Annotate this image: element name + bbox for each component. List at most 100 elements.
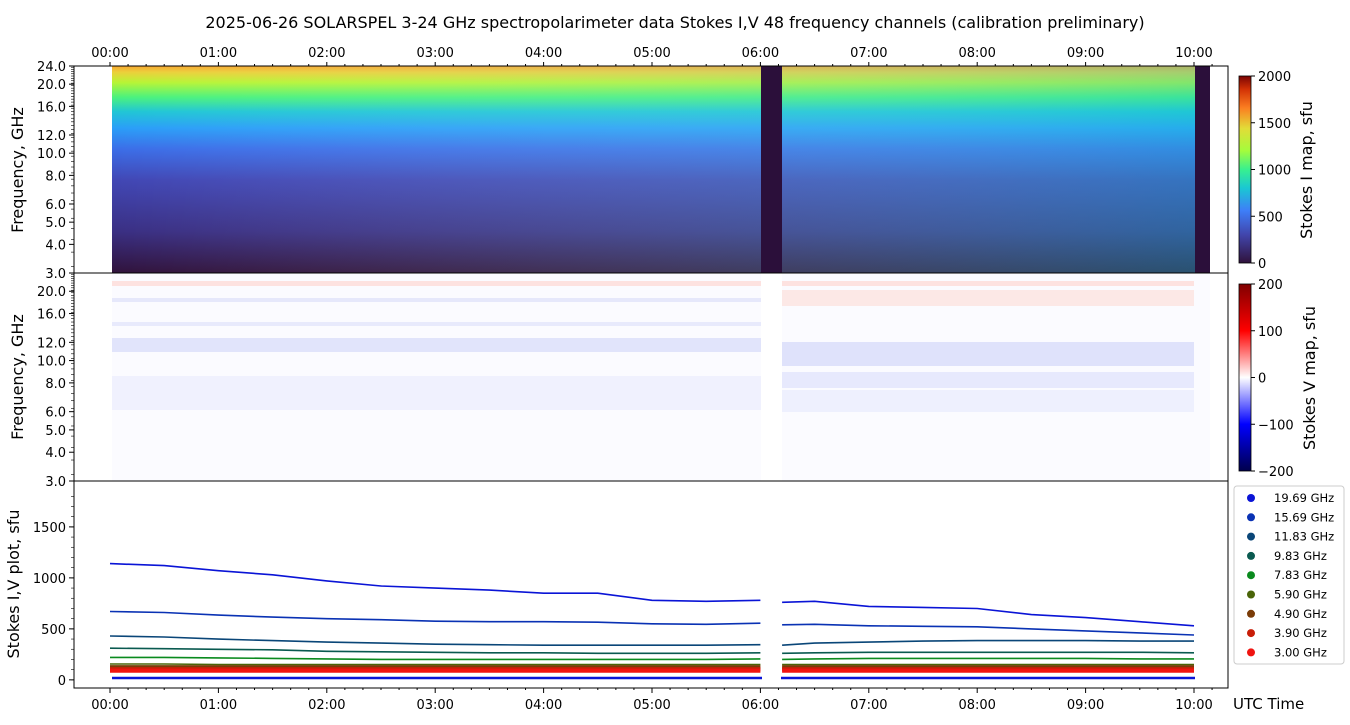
colorbar-tick-label: 1500 <box>1258 117 1291 132</box>
bottom-time-tick-label: 03:00 <box>416 698 453 713</box>
frequency-tick-label: 16.0 <box>37 308 66 323</box>
colorbar-tick-label: 100 <box>1258 325 1283 340</box>
stokes-tick-label: 1000 <box>33 572 66 587</box>
bottom-time-tick-label: 00:00 <box>91 698 128 713</box>
stokes-v-y-axis: 3.0 4.0 5.0 6.0 8.0 10.0 12.0 16.0 20.0 <box>37 273 74 490</box>
bottom-time-tick-label: 02:00 <box>308 698 345 713</box>
legend-marker <box>1247 648 1255 657</box>
frequency-tick-label: 16.0 <box>37 100 66 115</box>
bottom-time-tick-label: 07:00 <box>850 698 887 713</box>
plot-gap-0600 <box>762 600 781 680</box>
legend-marker <box>1247 551 1255 560</box>
frequency-tick-label: 10.0 <box>37 147 66 162</box>
series-line <box>109 647 761 655</box>
colorbar-tick-label: 1000 <box>1258 164 1291 179</box>
top-time-tick-label: 03:00 <box>416 46 453 61</box>
series-line <box>110 663 761 666</box>
series-line <box>782 651 1195 655</box>
top-time-tick-label: 09:00 <box>1067 46 1104 61</box>
series-line <box>782 600 1195 627</box>
stokes-i-colorbar: 0 500 1000 1500 2000 Stokes I map, sfu <box>1238 70 1316 272</box>
legend: 19.69 GHz 15.69 GHz 11.83 GHz 9.83 GHz 7.83 … <box>1233 485 1345 665</box>
frequency-tick-label: 20.0 <box>37 285 66 300</box>
stokes-plot-y-axis: 0 500 1000 1500 <box>33 495 74 689</box>
top-time-tick-label: 06:00 <box>742 46 779 61</box>
legend-marker <box>1247 571 1255 580</box>
legend-label: 5.90 GHz <box>1274 588 1327 602</box>
top-time-axis: 00:00 01:00 02:00 03:00 04:00 05:00 06:00 07:00… <box>91 46 1213 66</box>
top-time-tick-label: 10:00 <box>1175 46 1212 61</box>
frequency-tick-label: 3.0 <box>45 267 66 282</box>
frequency-tick-label: 3.0 <box>45 475 66 490</box>
series-line <box>110 656 761 661</box>
legend-marker <box>1247 494 1255 502</box>
legend-marker <box>1247 532 1255 541</box>
x-unit-label: UTC Time <box>1233 695 1304 713</box>
frequency-tick-label: 24.0 <box>37 60 66 75</box>
legend-label: 9.83 GHz <box>1274 549 1327 563</box>
stokes-plot-panel: 0 500 1000 1500 00:00 01:00 02:00 03:00 04:00 05… <box>4 480 1304 713</box>
frequency-tick-label: 6.0 <box>45 198 66 213</box>
legend-marker <box>1247 609 1255 618</box>
legend-label: 4.90 GHz <box>1274 607 1327 621</box>
bottom-time-axis: 00:00 01:00 02:00 03:00 04:00 05:00 06:00 07:00… <box>91 688 1213 713</box>
top-time-tick-label: 05:00 <box>633 46 670 61</box>
stokes-tick-label: 0 <box>58 674 66 689</box>
legend-marker <box>1247 513 1255 522</box>
series-line <box>782 657 1194 661</box>
legend-label: 7.83 GHz <box>1274 568 1327 582</box>
series-line <box>109 635 761 647</box>
top-time-tick-label: 02:00 <box>308 46 345 61</box>
stokes-i-colorbar-label: Stokes I map, sfu <box>1297 101 1316 239</box>
stokes-tick-label: 1500 <box>33 521 66 536</box>
stokes-plot-series <box>109 562 1195 673</box>
top-time-tick-label: 07:00 <box>850 46 887 61</box>
frequency-tick-label: 8.0 <box>45 377 66 392</box>
series-line <box>109 610 761 626</box>
top-time-tick-label: 04:00 <box>525 46 562 61</box>
colorbar-tick-label: 2000 <box>1258 70 1291 85</box>
stokes-plot-ylabel: Stokes I,V plot, sfu <box>4 510 23 659</box>
stokes-v-colorbar-label: Stokes V map, sfu <box>1300 306 1319 450</box>
legend-label: 11.83 GHz <box>1274 530 1334 544</box>
stokes-v-colorbar: −200 −100 0 100 200 Stokes V map, sfu <box>1238 278 1319 480</box>
frequency-tick-label: 5.0 <box>45 424 66 439</box>
bottom-time-tick-label: 10:00 <box>1175 698 1212 713</box>
frequency-tick-label: 6.0 <box>45 406 66 421</box>
data-gap-1000 <box>1195 66 1210 273</box>
colorbar-tick-label: −100 <box>1258 418 1294 433</box>
frequency-tick-label: 12.0 <box>37 129 66 144</box>
colorbar-tick-label: 0 <box>1258 257 1266 272</box>
bottom-time-tick-label: 06:00 <box>742 698 779 713</box>
colorbar-tick-label: 500 <box>1258 210 1283 225</box>
frequency-tick-label: 12.0 <box>37 336 66 351</box>
legend-label: 3.00 GHz <box>1274 645 1327 659</box>
legend-label: 19.69 GHz <box>1274 491 1334 505</box>
stokes-tick-label: 500 <box>41 623 66 638</box>
stokes-i-y-axis: 3.0 4.0 5.0 6.0 8.0 10.0 12.0 16.0 20.0 24.0 <box>37 60 74 282</box>
colorbar-tick-label: 0 <box>1258 372 1266 387</box>
colorbar-tick-label: −200 <box>1258 465 1294 480</box>
bottom-time-tick-label: 09:00 <box>1067 698 1104 713</box>
stokes-v-map-panel: 3.0 4.0 5.0 6.0 8.0 10.0 12.0 16.0 20.0 Frequenc… <box>8 272 1229 490</box>
legend-marker <box>1247 629 1255 638</box>
data-gap-0600 <box>761 66 782 273</box>
stokes-v-ylabel: Frequency, GHz <box>8 314 27 440</box>
top-time-tick-label: 00:00 <box>91 46 128 61</box>
frequency-tick-label: 8.0 <box>45 169 66 184</box>
bottom-time-tick-label: 08:00 <box>958 698 995 713</box>
stokes-i-ylabel: Frequency, GHz <box>8 107 27 233</box>
top-time-tick-label: 01:00 <box>200 46 237 61</box>
series-line <box>109 562 761 603</box>
frequency-tick-label: 10.0 <box>37 355 66 370</box>
colorbar-tick-label: 200 <box>1258 278 1283 293</box>
figure-title: 2025-06-26 SOLARSPEL 3-24 GHz spectropol… <box>205 13 1144 32</box>
legend-label: 3.90 GHz <box>1274 626 1327 640</box>
bottom-time-tick-label: 05:00 <box>633 698 670 713</box>
frequency-tick-label: 4.0 <box>45 238 66 253</box>
stokes-i-map-panel: 3.0 4.0 5.0 6.0 8.0 10.0 12.0 16.0 20.0 24.0 Freq… <box>8 60 1229 282</box>
frequency-tick-label: 4.0 <box>45 446 66 461</box>
legend-marker <box>1247 590 1255 599</box>
frequency-tick-label: 20.0 <box>37 78 66 93</box>
